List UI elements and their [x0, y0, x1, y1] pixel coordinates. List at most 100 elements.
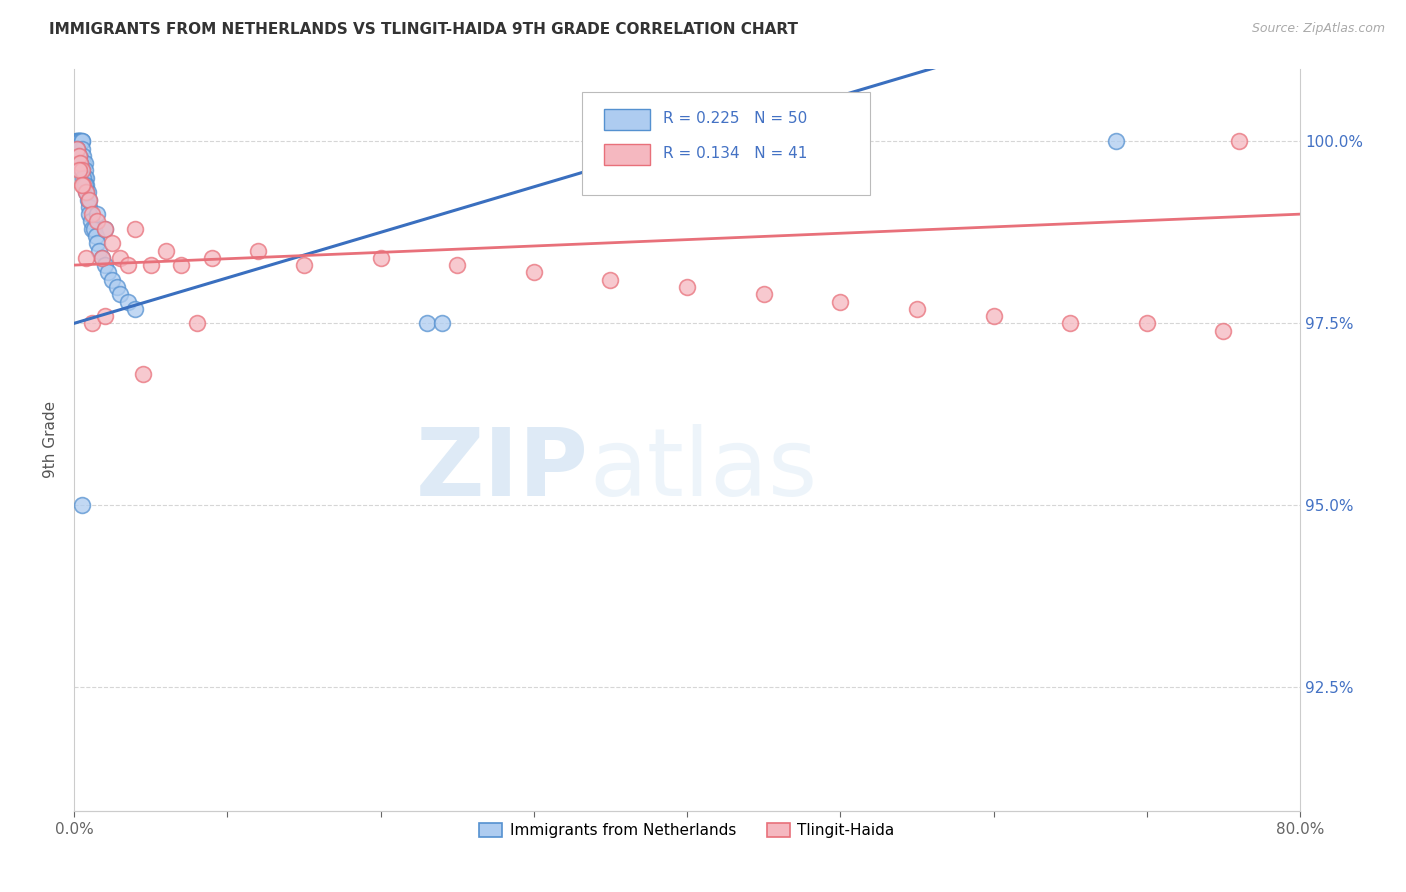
Point [69, 156, 91, 170]
Point [82, 221, 104, 235]
Point [67, 149, 90, 163]
Point [70, 142, 93, 156]
Point [117, 258, 139, 272]
Point [430, 317, 453, 331]
Point [66, 134, 89, 148]
Point [97, 265, 120, 279]
Point [75, 186, 97, 200]
Point [1227, 134, 1250, 148]
Point [93, 258, 115, 272]
Point [84, 229, 107, 244]
Point [1059, 317, 1081, 331]
Point [905, 301, 928, 316]
Point [79, 193, 101, 207]
Point [75, 178, 97, 192]
Point [67, 134, 90, 148]
Point [1105, 134, 1128, 148]
Point [292, 258, 315, 272]
Point [66, 142, 89, 156]
Point [79, 207, 101, 221]
Point [983, 309, 1005, 323]
Text: atlas: atlas [589, 424, 817, 516]
Legend: Immigrants from Netherlands, Tlingit-Haida: Immigrants from Netherlands, Tlingit-Hai… [474, 817, 901, 845]
Point [101, 236, 124, 251]
Point [70, 134, 93, 148]
Point [1212, 324, 1234, 338]
Bar [603, 145, 651, 165]
Point [65, 134, 87, 148]
Point [83, 221, 105, 235]
Point [1136, 317, 1159, 331]
Point [82, 317, 104, 331]
Point [72, 170, 94, 185]
Point [67, 149, 90, 163]
Point [108, 251, 131, 265]
Point [830, 294, 852, 309]
Point [77, 193, 100, 207]
Point [117, 294, 139, 309]
Point [75, 251, 97, 265]
FancyBboxPatch shape [582, 92, 870, 194]
Point [70, 163, 93, 178]
Text: IMMIGRANTS FROM NETHERLANDS VS TLINGIT-HAIDA 9TH GRADE CORRELATION CHART: IMMIGRANTS FROM NETHERLANDS VS TLINGIT-H… [49, 22, 799, 37]
Point [108, 287, 131, 301]
Point [72, 149, 94, 163]
Point [90, 251, 112, 265]
Point [70, 178, 93, 192]
Point [77, 186, 100, 200]
Point [446, 258, 468, 272]
Point [79, 200, 101, 214]
Point [87, 244, 110, 258]
Text: Source: ZipAtlas.com: Source: ZipAtlas.com [1251, 22, 1385, 36]
Point [93, 221, 115, 235]
Point [66, 142, 89, 156]
Point [246, 244, 269, 258]
Bar [603, 110, 651, 130]
Point [73, 156, 96, 170]
Point [69, 134, 91, 148]
Point [73, 170, 96, 185]
Point [69, 156, 91, 170]
Point [70, 499, 93, 513]
Point [72, 178, 94, 192]
Point [80, 214, 103, 228]
Point [370, 251, 392, 265]
Point [69, 134, 91, 148]
Point [67, 134, 90, 148]
Point [79, 193, 101, 207]
Point [523, 265, 546, 279]
Point [75, 186, 97, 200]
Point [201, 251, 224, 265]
Point [86, 236, 108, 251]
Point [67, 134, 90, 148]
Point [752, 287, 775, 301]
Point [90, 251, 112, 265]
Point [170, 258, 193, 272]
Point [75, 170, 97, 185]
Point [415, 317, 437, 331]
Point [82, 207, 104, 221]
Point [72, 156, 94, 170]
Point [66, 134, 89, 148]
Point [105, 280, 128, 294]
Point [67, 163, 90, 178]
Text: R = 0.134   N = 41: R = 0.134 N = 41 [662, 145, 807, 161]
Text: ZIP: ZIP [416, 424, 589, 516]
Text: R = 0.225   N = 50: R = 0.225 N = 50 [662, 111, 807, 126]
Point [86, 214, 108, 228]
Point [73, 163, 96, 178]
Point [124, 221, 146, 235]
Point [86, 207, 108, 221]
Point [93, 309, 115, 323]
Point [124, 301, 146, 316]
Point [139, 258, 162, 272]
Point [70, 163, 93, 178]
Point [132, 368, 155, 382]
Point [676, 280, 699, 294]
Point [93, 221, 115, 235]
Y-axis label: 9th Grade: 9th Grade [44, 401, 58, 478]
Point [70, 134, 93, 148]
Point [599, 273, 621, 287]
Point [101, 273, 124, 287]
Point [73, 178, 96, 192]
